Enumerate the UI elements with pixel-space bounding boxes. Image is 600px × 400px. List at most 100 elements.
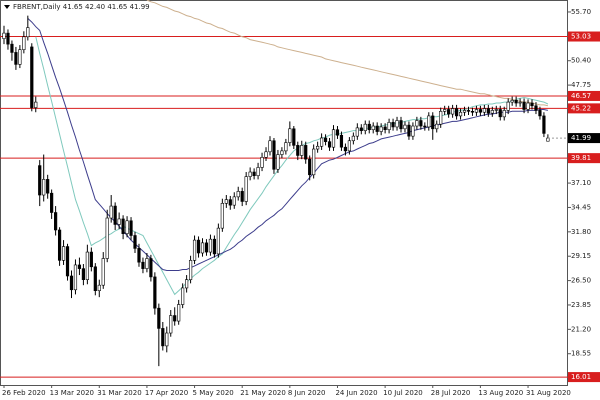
candle-body [161,328,165,347]
candle-body [395,120,399,128]
y-tick-label: 23.85 [571,301,591,309]
candle-body [77,264,82,269]
candle-body [304,145,308,160]
candle-body [439,111,443,125]
candle-body [69,275,74,291]
candle-body [204,242,209,253]
level-label-box [568,90,600,101]
candle-body [367,123,371,131]
candle-body [427,115,431,128]
candle-body [113,205,117,225]
level-label: 16.01 [571,373,591,381]
candle-body [244,176,248,202]
candle-body [542,115,546,134]
candle-body [157,307,161,329]
last-price-label: 41.99 [571,134,591,142]
x-tick-label: 10 Jul 2020 [383,389,423,397]
candle-body [149,258,153,278]
candle-body [10,43,14,53]
candle-body [61,246,66,261]
candle-body [252,171,256,177]
candle-body [423,125,427,128]
candle-body [331,129,336,148]
candle-body [34,101,38,108]
candle-body [522,101,526,110]
candle-body [232,196,236,206]
moving-average-line [35,36,549,296]
y-tick-label: 29.15 [571,252,591,260]
candle-body [26,27,30,38]
candle-body [272,140,276,170]
candle-body [260,157,264,168]
candle-body [343,146,348,152]
candle-body [125,220,129,234]
candle-body [530,102,534,107]
candle-body [248,171,252,177]
x-tick-label: 31 Aug 2020 [526,389,571,397]
candle-body [411,125,415,137]
x-tick-label: 13 Mar 2020 [50,389,94,397]
candle-body [188,260,193,280]
x-tick-label: 28 Jul 2020 [431,389,471,397]
candle-body [165,332,169,347]
candle-body [379,126,383,132]
candle-body [347,140,351,152]
y-tick-label: 37.10 [571,179,591,187]
candle-body [256,167,260,177]
candle-body [399,120,403,130]
candle-body [316,145,320,150]
candle-body [73,264,78,291]
candle-body [514,99,518,104]
candle-body [173,315,177,322]
candle-body [447,109,451,115]
candle-body [443,109,447,112]
candle-body [208,238,213,253]
y-tick-label: 31.80 [571,228,591,236]
candle-body [109,205,113,219]
candle-body [482,108,486,113]
candle-body [54,212,58,231]
candle-body [498,109,502,118]
candle-body [22,36,26,50]
candle-body [57,229,62,261]
candle-body [133,235,137,249]
x-tick-label: 21 May 2020 [240,389,286,397]
last-price-box [568,133,600,144]
candle-body [185,279,189,289]
y-tick-label: 34.45 [571,203,591,211]
candle-body [462,110,467,113]
candle-body [196,239,201,254]
candle-body [466,110,471,112]
y-tick-label: 18.55 [571,350,591,358]
x-tick-label: 5 May 2020 [193,389,234,397]
candle-body [89,251,93,268]
y-tick-label: 50.40 [571,57,591,65]
moving-average-line [146,0,549,107]
candle-body [85,251,89,280]
candle-body [141,261,145,269]
candle-body [474,109,479,113]
candle-body [435,123,439,130]
candle-body [212,238,217,255]
candle-body [169,315,173,334]
candle-body [192,239,197,261]
candle-body [355,127,359,137]
candle-body [526,102,530,110]
level-label: 46.57 [571,92,591,100]
candle-body [375,125,379,132]
candle-body [431,115,435,130]
candle-body [121,218,125,234]
x-tick-label: 13 Aug 2020 [478,389,523,397]
candle-body [129,220,133,236]
candle-body [454,108,459,117]
y-tick-label: 26.50 [571,277,591,285]
level-label: 53.03 [571,33,591,41]
candle-body [93,266,97,292]
candle-body [81,268,85,280]
candle-body [97,284,101,292]
level-label-box [568,103,600,114]
menu-arrow [4,5,10,9]
candle-body [117,218,121,225]
candle-body [506,101,510,111]
